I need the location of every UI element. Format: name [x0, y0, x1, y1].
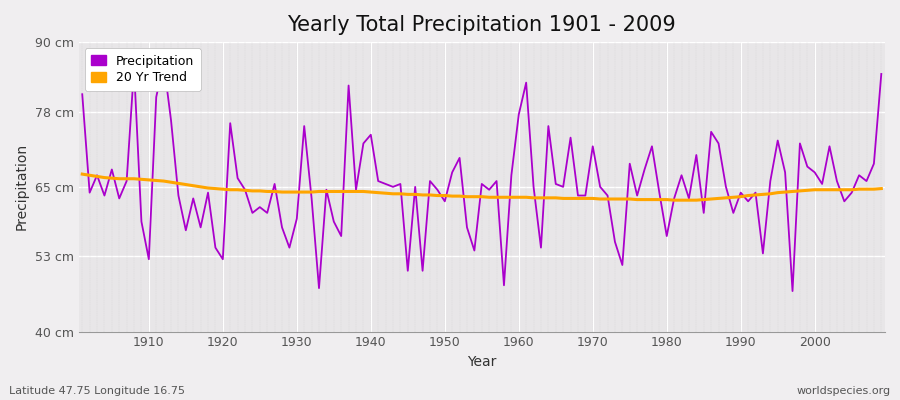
Legend: Precipitation, 20 Yr Trend: Precipitation, 20 Yr Trend	[85, 48, 201, 91]
X-axis label: Year: Year	[467, 355, 497, 369]
Text: Latitude 47.75 Longitude 16.75: Latitude 47.75 Longitude 16.75	[9, 386, 185, 396]
Y-axis label: Precipitation: Precipitation	[15, 143, 29, 230]
Title: Yearly Total Precipitation 1901 - 2009: Yearly Total Precipitation 1901 - 2009	[287, 15, 676, 35]
Text: worldspecies.org: worldspecies.org	[796, 386, 891, 396]
